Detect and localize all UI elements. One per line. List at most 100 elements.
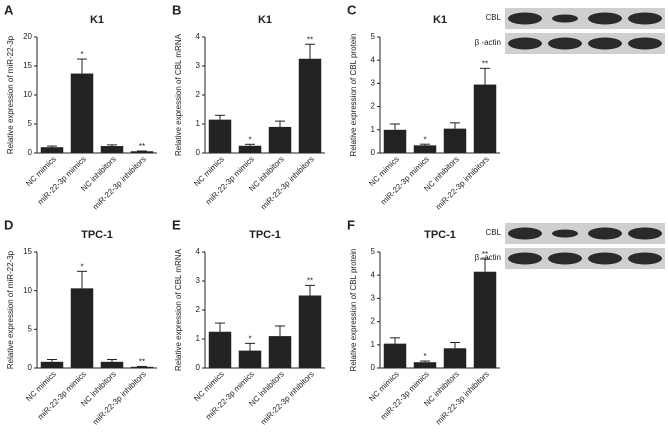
y-tick-label: 2 <box>371 317 376 326</box>
bar <box>40 361 64 368</box>
significance: * <box>248 135 251 144</box>
y-axis-label: Relative expression of miR-22-3p <box>6 250 15 369</box>
bar <box>443 348 467 368</box>
panel-letter: B <box>172 2 181 17</box>
bar <box>413 145 437 153</box>
y-tick-label: 10 <box>23 286 32 295</box>
bar <box>70 73 94 153</box>
chart-title: K1 <box>433 14 447 26</box>
y-tick-label: 4 <box>371 55 376 64</box>
x-tick-label: miR-22-3p inhibitors <box>91 155 148 212</box>
y-tick-label: 3 <box>371 294 376 303</box>
bar <box>473 271 497 368</box>
y-axis-label: Relative expression of CBL protein <box>349 34 358 157</box>
y-tick-label: 3 <box>371 79 376 88</box>
blot-band <box>628 37 662 50</box>
significance: ** <box>482 250 488 259</box>
blot-band <box>508 37 542 50</box>
x-tick-label: miR-22-3p inhibitors <box>434 155 491 212</box>
y-axis-label: Relative expression of CBL mRNA <box>174 248 183 371</box>
blot-band <box>508 227 542 240</box>
bar <box>208 331 232 368</box>
y-tick-label: 4 <box>196 32 201 41</box>
bar <box>70 288 94 368</box>
y-tick-label: 2 <box>196 90 201 99</box>
significance: ** <box>307 276 313 285</box>
blot-strip <box>505 33 665 54</box>
y-tick-label: 20 <box>23 32 32 41</box>
blot-label: CBL <box>485 228 501 237</box>
bar <box>238 145 262 153</box>
y-tick-label: 3 <box>196 276 201 285</box>
bar <box>130 151 154 153</box>
y-tick-label: 5 <box>371 247 376 256</box>
bar <box>268 126 292 153</box>
blot-band <box>628 12 662 25</box>
blot-band <box>552 229 578 238</box>
significance: * <box>248 334 251 343</box>
y-axis-label: Relative expression of miR-22-3p <box>6 35 15 154</box>
blot-band <box>508 252 542 265</box>
blot-label: β -actin <box>475 253 501 262</box>
blot-strip <box>505 8 665 29</box>
x-tick-label: miR-22-3p inhibitors <box>259 370 316 427</box>
bar <box>268 336 292 368</box>
y-tick-label: 2 <box>196 305 201 314</box>
significance: * <box>80 50 83 59</box>
bar <box>473 84 497 153</box>
blot-band <box>588 227 622 240</box>
blot-band <box>588 37 622 50</box>
bar <box>40 147 64 153</box>
y-tick-label: 2 <box>371 102 376 111</box>
y-tick-label: 15 <box>23 247 32 256</box>
bar <box>238 350 262 368</box>
y-tick-label: 4 <box>196 247 201 256</box>
y-tick-label: 10 <box>23 90 32 99</box>
bar <box>208 119 232 153</box>
blot-band <box>588 252 622 265</box>
panel-letter: E <box>172 217 181 232</box>
y-tick-label: 0 <box>28 148 33 157</box>
panel-letter: C <box>347 2 357 17</box>
significance: ** <box>307 35 313 44</box>
blot-strip <box>505 248 665 269</box>
significance: ** <box>139 358 145 367</box>
significance: * <box>423 135 426 144</box>
y-axis-label: Relative expression of CBL mRNA <box>174 33 183 156</box>
chart-title: TPC-1 <box>81 229 113 241</box>
chart-title: K1 <box>90 14 104 26</box>
y-tick-label: 5 <box>371 32 376 41</box>
blot-strip <box>505 223 665 244</box>
y-tick-label: 1 <box>371 340 376 349</box>
blot-band <box>588 12 622 25</box>
bar <box>298 295 322 368</box>
y-tick-label: 5 <box>28 119 33 128</box>
blot-label: β -actin <box>475 38 501 47</box>
panel-letter: A <box>4 2 14 17</box>
bar <box>443 128 467 153</box>
bar <box>298 58 322 153</box>
blot-band <box>508 12 542 25</box>
chart-title: TPC-1 <box>424 229 456 241</box>
bar <box>100 146 124 153</box>
x-tick-label: miR-22-3p inhibitors <box>91 370 148 427</box>
bar <box>383 343 407 368</box>
blot-label: CBL <box>485 13 501 22</box>
y-axis-label: Relative expression of CBL protein <box>349 249 358 372</box>
y-tick-label: 15 <box>23 61 32 70</box>
y-tick-label: 0 <box>196 363 201 372</box>
x-tick-label: miR-22-3p inhibitors <box>434 370 491 427</box>
y-tick-label: 4 <box>371 270 376 279</box>
panel-letter: D <box>4 217 13 232</box>
panel-letter: F <box>347 217 355 232</box>
significance: * <box>423 352 426 361</box>
bar <box>383 129 407 153</box>
y-tick-label: 5 <box>28 324 33 333</box>
blot-band <box>552 14 578 23</box>
blot-band <box>548 252 582 265</box>
bar <box>413 362 437 368</box>
chart-title: K1 <box>258 14 272 26</box>
chart-title: TPC-1 <box>249 229 281 241</box>
significance: ** <box>139 142 145 151</box>
